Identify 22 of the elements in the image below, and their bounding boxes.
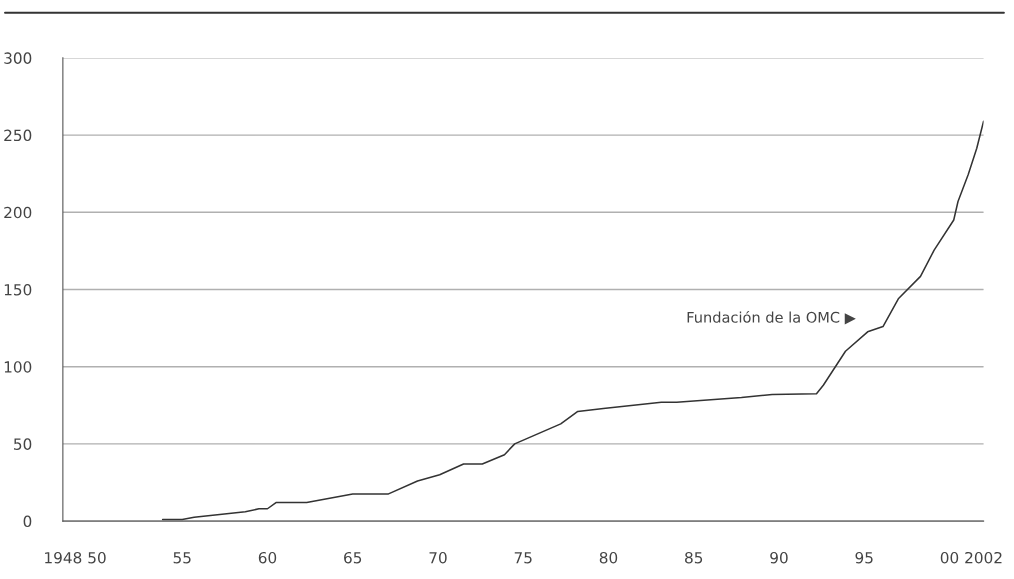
y-tick-label: 300: [4, 52, 32, 64]
x-tick-label: 85: [685, 551, 703, 564]
x-tick-label: 1948: [45, 551, 82, 564]
x-tick-label: 00: [940, 551, 959, 564]
x-tick-label: 65: [344, 551, 362, 564]
line-series: [161, 120, 984, 521]
annotation: Fundación de la OMC ▶: [687, 310, 856, 325]
y-tick-label: 0: [23, 515, 32, 528]
y-tick-label: 150: [4, 283, 32, 296]
y-tick-label: 250: [4, 129, 32, 142]
x-tick-label: 50: [88, 551, 106, 564]
y-tick-label: 50: [14, 438, 32, 450]
x-tick-label: 60: [258, 551, 277, 564]
x-tick-label: 95: [855, 551, 873, 564]
y-tick-label: 100: [4, 361, 32, 373]
x-tick-label: 80: [599, 551, 618, 564]
x-tick-label: 55: [173, 552, 191, 564]
x-tick-label: 75: [514, 552, 532, 564]
x-tick-label: 70: [429, 551, 447, 564]
x-tick-label: 2002: [965, 551, 1002, 564]
y-tick-label: 200: [4, 206, 32, 219]
x-tick-label: 90: [770, 551, 788, 564]
